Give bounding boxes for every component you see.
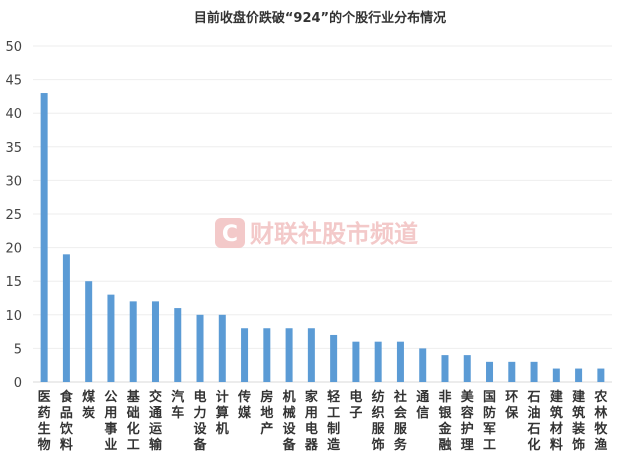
x-tick-label: 轻工制造 (327, 389, 341, 453)
bar-医药生物 (40, 93, 48, 382)
x-tick-label: 非银金融 (437, 389, 452, 453)
bar-房地产 (263, 328, 271, 382)
bar-电子 (352, 341, 360, 382)
watermark: C 财联社股市频道 (215, 218, 418, 248)
y-tick-label: 15 (5, 275, 22, 290)
bar-电力设备 (196, 314, 204, 382)
bar-传媒 (241, 328, 249, 382)
x-tick-label: 传媒 (237, 389, 252, 421)
y-tick-label: 35 (5, 141, 22, 156)
x-tick-label: 社会服务 (393, 389, 408, 453)
x-tick-label: 交通运输 (149, 389, 163, 453)
x-tick-label: 电子 (349, 389, 362, 421)
bar-通信 (419, 348, 427, 382)
bar-非银金融 (441, 355, 449, 382)
x-tick-label: 建筑材料 (550, 389, 563, 453)
y-tick-label: 5 (14, 342, 22, 357)
x-tick-label: 公用事业 (103, 390, 117, 453)
x-tick-label: 石油石化 (527, 390, 541, 453)
x-tick-label: 计算机 (216, 389, 229, 437)
y-tick-label: 20 (5, 242, 22, 257)
bar-煤炭 (85, 281, 93, 382)
x-tick-label: 家用电器 (304, 389, 319, 453)
watermark-logo (215, 218, 245, 248)
x-tick-label: 纺织服饰 (372, 389, 386, 453)
y-tick-label: 45 (5, 74, 22, 89)
bar-计算机 (218, 314, 226, 382)
y-tick-label: 10 (5, 309, 22, 324)
y-tick-label: 25 (5, 208, 22, 223)
x-tick-label: 房地产 (260, 389, 273, 437)
x-tick-label: 食品饮料 (59, 389, 74, 453)
bar-建筑装饰 (575, 368, 583, 382)
x-tick-label: 环保 (504, 390, 519, 421)
bar-基础化工 (129, 301, 137, 382)
y-tick-label: 50 (5, 40, 22, 55)
bar-美容护理 (463, 355, 471, 382)
y-tick-label: 40 (5, 107, 22, 122)
x-tick-label: 电力设备 (193, 389, 208, 453)
x-tick-label: 机械设备 (282, 389, 297, 453)
bar-社会服务 (396, 341, 404, 382)
y-tick-label: 30 (5, 174, 22, 189)
bar-纺织服饰 (374, 341, 382, 382)
bar-环保 (508, 361, 516, 382)
watermark-text: 财联社股市频道 (250, 220, 418, 248)
bar-汽车 (174, 308, 182, 382)
x-tick-label: 通信 (416, 389, 429, 421)
x-tick-label: 农林牧渔 (593, 389, 608, 453)
y-tick-label: 0 (14, 376, 22, 391)
watermark-logo-letter: C (222, 222, 238, 247)
bar-机械设备 (285, 328, 293, 382)
bar-公用事业 (107, 294, 115, 382)
bar-轻工制造 (330, 334, 338, 382)
bar-家用电器 (307, 328, 315, 382)
x-tick-label: 医药生物 (38, 390, 51, 453)
x-tick-label: 建筑装饰 (571, 389, 585, 453)
bar-交通运输 (151, 301, 159, 382)
x-tick-label: 美容护理 (460, 389, 475, 453)
x-tick-label: 国防军工 (483, 390, 496, 453)
bar-食品饮料 (62, 254, 70, 382)
x-tick-label: 煤炭 (82, 389, 95, 421)
x-tick-label: 汽车 (171, 389, 184, 421)
bar-国防军工 (486, 361, 494, 382)
bar-农林牧渔 (597, 368, 605, 382)
chart-title: 目前收盘价跌破“924”的个股行业分布情况 (194, 10, 446, 26)
x-tick-label: 基础化工 (126, 389, 141, 453)
bar-石油石化 (530, 361, 538, 382)
bar-建筑材料 (552, 368, 560, 382)
